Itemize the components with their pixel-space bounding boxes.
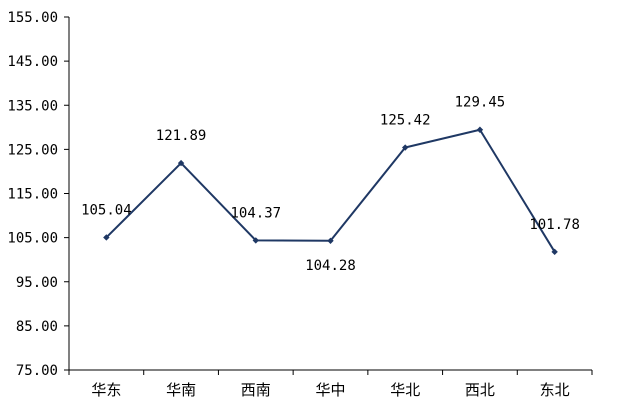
y-tick-label: 95.00 xyxy=(16,275,58,291)
series-0 xyxy=(103,126,558,256)
x-tick-group: 华东 华南 西南 华中 华北 西北 东北 xyxy=(68,370,593,399)
data-label: 121.89 xyxy=(156,128,207,144)
data-point-marker xyxy=(177,159,185,167)
data-point-marker xyxy=(402,144,409,151)
x-tick-label: 西南 xyxy=(241,381,271,399)
y-tick-label: 115.00 xyxy=(7,187,58,203)
x-tick-label: 华南 xyxy=(166,381,196,399)
y-tick-label: 145.00 xyxy=(7,54,58,70)
y-tick-label: 155.00 xyxy=(7,10,58,26)
data-label: 101.78 xyxy=(529,217,580,233)
data-point-marker xyxy=(103,234,110,241)
data-point-marker xyxy=(252,237,259,244)
x-tick-label: 华中 xyxy=(315,381,345,399)
data-point-marker xyxy=(327,237,334,245)
y-axis: 75.00 85.00 95.00 105.00 115.00 125.00 135.00 1… xyxy=(7,10,70,379)
data-label: 104.28 xyxy=(305,258,356,274)
x-tick-label: 西北 xyxy=(465,381,495,399)
series-line xyxy=(105,128,556,253)
data-label: 125.42 xyxy=(380,113,431,129)
x-tick-label: 华东 xyxy=(91,381,121,399)
data-point-marker xyxy=(476,126,484,133)
data-label-group: 105.04 121.89 104.37 104.28 125.42 129.45 101.… xyxy=(81,95,580,274)
y-tick-label: 105.00 xyxy=(7,231,58,247)
x-tick-label: 华北 xyxy=(390,381,420,399)
data-label: 129.45 xyxy=(455,95,506,111)
data-point-marker xyxy=(551,248,558,256)
y-tick-label: 135.00 xyxy=(7,98,58,114)
data-label: 104.37 xyxy=(230,205,281,221)
y-tick-label: 125.00 xyxy=(7,142,58,158)
y-tick-group: 75.00 85.00 95.00 105.00 115.00 125.00 135.00 1… xyxy=(7,10,69,379)
x-axis: 华东 华南 西南 华中 华北 西北 东北 xyxy=(68,369,593,399)
y-tick-label: 75.00 xyxy=(16,363,58,379)
data-label: 105.04 xyxy=(81,202,132,218)
y-tick-label: 85.00 xyxy=(16,319,58,335)
x-tick-label: 东北 xyxy=(540,381,570,399)
